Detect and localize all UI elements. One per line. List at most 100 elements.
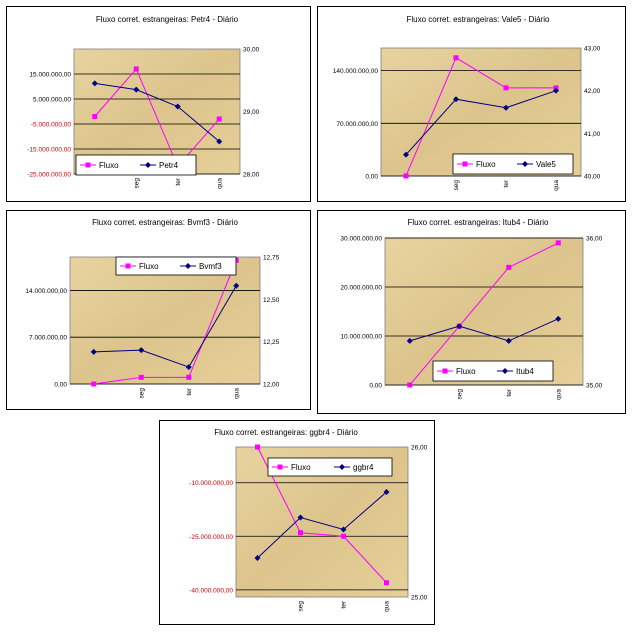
right-tick-label: 25,00 (411, 595, 428, 602)
point-itub4-2 (505, 337, 512, 344)
legend-marker-bvmf3 (185, 263, 191, 269)
legend-label-fluxo: Fluxo (139, 262, 159, 271)
point-vale5-2 (503, 104, 509, 111)
category-label-ter: ter (506, 388, 513, 396)
left-tick-label: 0,00 (54, 382, 67, 389)
chart-svg-petr4: Fluxo corret. estrangeiras: Petr4 - Diár… (27, 15, 260, 189)
point-fluxo-1 (298, 530, 303, 536)
chart-svg-vale5: Fluxo corret. estrangeiras: Vale5 - Diár… (333, 15, 601, 191)
left-tick-label: 140.000.000,00 (333, 68, 379, 75)
plot-area (384, 237, 584, 386)
category-label-ter: ter (175, 177, 182, 185)
legend-label-fluxo: Fluxo (291, 463, 311, 472)
point-ggbr4-0 (254, 555, 261, 561)
point-fluxo-2 (503, 85, 509, 91)
series-line-ggbr4 (257, 491, 387, 559)
legend-label-petr4: Petr4 (159, 161, 179, 170)
point-petr4-2 (174, 103, 181, 110)
category-label-ter: ter (503, 179, 510, 187)
legend-label-itub4: Itub4 (516, 367, 534, 376)
chart-title: Fluxo corret. estrangeiras: Itub4 - Diár… (408, 218, 549, 227)
plot-area (69, 256, 261, 385)
right-tick-label: 43,00 (584, 46, 601, 53)
category-label-seg: seg (138, 388, 145, 399)
point-fluxo-0 (255, 444, 260, 450)
chart-svg-bvmf3: Fluxo corret. estrangeiras: Bvmf3 - Diár… (25, 218, 280, 399)
left-tick-label: 0,00 (365, 174, 378, 181)
left-tick-label: 20.000.000,00 (340, 285, 382, 292)
series-line-itub4 (409, 318, 559, 342)
right-tick-label: 35,00 (586, 383, 603, 390)
point-itub4-3 (555, 315, 562, 322)
legend-marker-ggbr4 (339, 464, 345, 470)
category-label-seg: seg (298, 601, 305, 612)
category-label-qua: qua (553, 180, 560, 191)
legend-label-fluxo: Fluxo (99, 161, 119, 170)
left-tick-label: 7.000.000,00 (29, 335, 67, 342)
category-label-seg: seg (456, 389, 463, 400)
left-tick-label: 30.000.000,00 (340, 236, 382, 243)
left-tick-label: -5.000.000,00 (31, 122, 72, 129)
point-fluxo-3 (216, 116, 222, 122)
point-petr4-0 (91, 80, 98, 87)
chart-panel-vale5: Fluxo corret. estrangeiras: Vale5 - Diár… (317, 6, 626, 202)
legend-marker-fluxo (442, 368, 448, 374)
point-ggbr4-2 (340, 526, 347, 533)
left-tick-label: 70.000.000,00 (336, 121, 378, 128)
point-itub4-1 (456, 323, 463, 330)
right-tick-label: 12,00 (263, 382, 280, 389)
series-line-petr4 (94, 82, 220, 142)
legend-marker-fluxo (277, 464, 283, 470)
right-tick-label: 12,75 (263, 255, 280, 262)
left-tick-label: 14.000.000,00 (25, 288, 67, 295)
legend-box (115, 256, 237, 276)
legend-box (75, 154, 197, 176)
point-ggbr4-1 (297, 514, 304, 521)
legend-marker-fluxo (125, 263, 131, 269)
right-tick-label: 36,00 (586, 236, 603, 243)
legend-label-fluxo: Fluxo (456, 367, 476, 376)
category-label-seg: seg (453, 180, 460, 191)
point-vale5-3 (553, 87, 559, 94)
point-bvmf3-0 (90, 348, 97, 355)
chart-svg-ggbr4: Fluxo corret. estrangeiras: ggbr4 - Diár… (189, 428, 428, 612)
chart-title: Fluxo corret. estrangeiras: Bvmf3 - Diár… (92, 218, 238, 227)
right-tick-label: 41,00 (584, 131, 601, 138)
point-petr4-3 (216, 138, 223, 145)
chart-title: Fluxo corret. estrangeiras: Petr4 - Diár… (96, 15, 239, 24)
point-fluxo-2 (186, 374, 192, 380)
category-label-qua: qua (555, 389, 562, 400)
point-fluxo-3 (384, 580, 389, 586)
legend-marker-vale5 (522, 161, 528, 167)
legend-marker-fluxo (462, 161, 468, 167)
series-line-fluxo (93, 260, 237, 385)
chart-svg-itub4: Fluxo corret. estrangeiras: Itub4 - Diár… (340, 218, 603, 400)
series-line-fluxo (257, 446, 387, 584)
left-tick-label: 0,00 (369, 383, 382, 390)
category-label-qua: qua (384, 601, 391, 612)
point-vale5-1 (453, 96, 459, 103)
legend-box (452, 153, 574, 175)
legend-marker-fluxo (85, 162, 91, 168)
point-fluxo-1 (453, 55, 459, 61)
series-line-fluxo (409, 242, 559, 386)
legend-marker-petr4 (145, 162, 151, 168)
point-fluxo-0 (92, 114, 98, 119)
point-petr4-1 (133, 86, 140, 93)
right-tick-label: 12,25 (263, 339, 280, 346)
category-label-qua: qua (216, 178, 223, 189)
point-fluxo-0 (403, 173, 409, 179)
series-line-fluxo (405, 57, 556, 177)
point-fluxo-2 (506, 264, 512, 270)
legend-label-ggbr4: ggbr4 (353, 463, 374, 472)
point-bvmf3-2 (185, 364, 192, 371)
left-tick-label: -15.000.000,00 (27, 147, 71, 154)
left-tick-label: 5.000.000,00 (33, 97, 71, 104)
chart-panel-ggbr4: Fluxo corret. estrangeiras: ggbr4 - Diár… (159, 420, 435, 625)
category-label-seg: seg (133, 178, 140, 189)
legend-label-bvmf3: Bvmf3 (199, 262, 222, 271)
right-tick-label: 29,00 (243, 109, 260, 116)
series-line-fluxo (94, 68, 220, 168)
left-tick-label: -25.000.000,00 (27, 172, 71, 179)
point-fluxo-1 (138, 374, 144, 380)
